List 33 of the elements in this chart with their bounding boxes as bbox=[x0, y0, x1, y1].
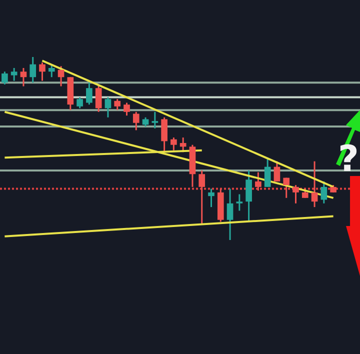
candlestick bbox=[246, 170, 252, 222]
candlestick bbox=[170, 136, 177, 152]
candlestick bbox=[114, 98, 121, 111]
candlestick bbox=[58, 65, 64, 88]
candlestick bbox=[255, 172, 262, 192]
candlestick bbox=[161, 116, 168, 153]
candlestick bbox=[95, 84, 102, 113]
candlestick bbox=[132, 111, 140, 131]
candlestick bbox=[311, 160, 318, 208]
candlestick bbox=[30, 56, 36, 84]
candlestick bbox=[208, 188, 214, 208]
candlestick bbox=[152, 111, 158, 130]
candlestick bbox=[320, 180, 328, 204]
candlestick bbox=[86, 82, 92, 106]
candlestick bbox=[39, 62, 46, 82]
candlestick bbox=[264, 156, 271, 188]
candlestick bbox=[76, 96, 83, 109]
candlestick bbox=[274, 160, 280, 182]
candlestick bbox=[2, 70, 8, 86]
candlestick bbox=[292, 184, 299, 204]
candlestick bbox=[180, 136, 186, 153]
candlestick bbox=[142, 116, 149, 128]
candlestick bbox=[48, 64, 55, 78]
candlestick bbox=[283, 177, 290, 199]
candlestick bbox=[104, 96, 112, 118]
candlestick bbox=[236, 194, 243, 212]
candlestick bbox=[124, 102, 130, 116]
candlestick bbox=[10, 67, 18, 82]
candlestick bbox=[20, 67, 27, 88]
candlestick bbox=[226, 188, 234, 241]
candlestick bbox=[198, 170, 206, 224]
candlestick bbox=[302, 188, 308, 199]
text: ? bbox=[338, 139, 359, 180]
